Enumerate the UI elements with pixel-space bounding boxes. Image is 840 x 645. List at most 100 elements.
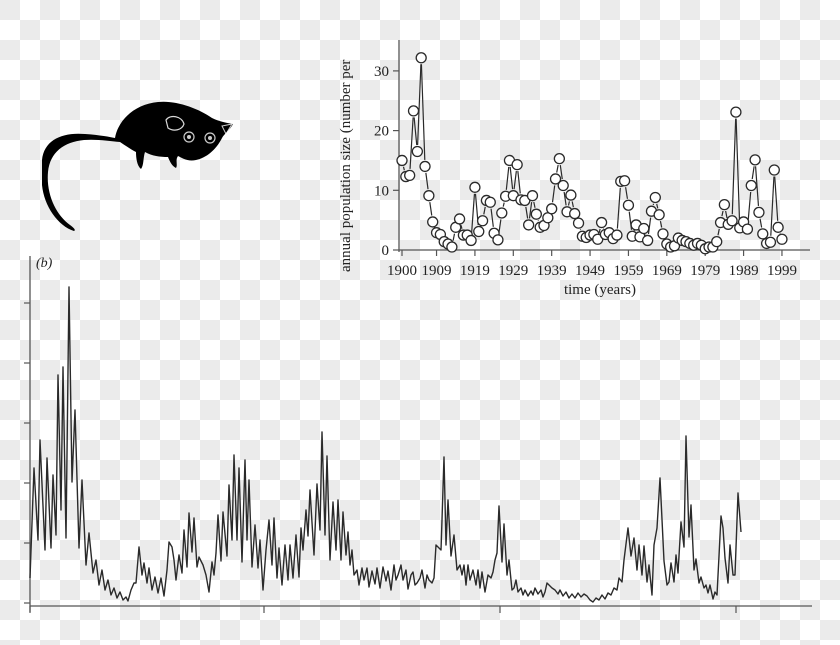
data-point-marker <box>465 234 477 247</box>
data-point-marker <box>572 217 585 229</box>
x-tick-label: 1969 <box>652 263 682 279</box>
panel-a-y-axis-label: annual population size (number per <box>338 60 354 272</box>
x-tick-label: 1939 <box>537 263 567 279</box>
series-segment <box>659 221 663 228</box>
rodent-silhouette-icon <box>42 101 234 232</box>
data-point-marker <box>427 216 439 228</box>
data-point-marker <box>565 189 577 201</box>
series-segment <box>490 208 494 227</box>
data-point-marker <box>764 236 777 248</box>
data-point-marker <box>753 206 765 219</box>
data-point-marker <box>469 181 481 193</box>
panel-b-series-line <box>29 286 742 603</box>
data-point-marker <box>453 213 466 225</box>
series-segment <box>483 206 486 215</box>
series-segment <box>420 64 426 160</box>
x-tick-label: 1900 <box>387 263 417 279</box>
series-segment <box>528 202 533 219</box>
data-point-marker <box>404 169 416 182</box>
x-tick-label: 1999 <box>767 263 797 279</box>
panel-a-x-axis-label: time (years) <box>564 282 636 298</box>
data-point-marker <box>396 154 408 167</box>
x-tick-label: 1989 <box>729 263 759 279</box>
data-point-marker <box>484 196 496 208</box>
data-point-marker <box>611 229 623 241</box>
data-point-marker <box>741 223 754 235</box>
series-segment <box>754 166 760 206</box>
data-point-marker <box>496 207 508 219</box>
x-tick-label: 1909 <box>422 263 452 279</box>
series-segment <box>735 118 741 222</box>
y-tick-label: 20 <box>374 124 389 140</box>
series-segment <box>717 228 720 236</box>
data-point-marker <box>407 105 420 117</box>
data-point-marker <box>649 191 661 204</box>
data-point-marker <box>622 199 635 211</box>
series-segment <box>513 171 517 190</box>
series-segment <box>747 191 752 223</box>
series-segment <box>533 201 536 208</box>
x-tick-label: 1959 <box>613 263 643 279</box>
data-point-marker <box>718 198 731 211</box>
data-point-marker <box>730 106 742 118</box>
series-segment <box>770 176 775 236</box>
data-point-marker <box>446 241 458 253</box>
y-tick-label: 0 <box>382 243 390 259</box>
data-point-marker <box>476 215 489 227</box>
series-segment <box>409 117 414 169</box>
series-segment <box>425 172 429 190</box>
x-tick-label: 1979 <box>690 263 720 279</box>
x-tick-label: 1929 <box>498 263 528 279</box>
series-segment <box>525 206 529 219</box>
series-segment <box>571 201 574 208</box>
data-point-marker <box>411 145 424 158</box>
data-point-marker <box>726 215 738 227</box>
panel-b-y-ticks <box>24 302 30 604</box>
panel-a-x-ticks: 1900 1909 1919 1929 1939 1949 1959 1969 1979 1989… <box>387 250 797 279</box>
series-segment <box>402 166 405 171</box>
panel-a-chart: 0 10 20 30 1900 1909 1919 1929 1939 1949 1959 1969… <box>338 40 810 298</box>
data-point-marker <box>776 233 788 245</box>
series-segment <box>647 217 652 235</box>
series-segment <box>417 64 422 146</box>
data-point-marker <box>749 154 761 166</box>
y-tick-label: 10 <box>374 183 389 199</box>
data-point-marker <box>711 235 723 248</box>
data-point-marker <box>757 228 769 240</box>
data-point-marker <box>557 179 569 192</box>
data-point-marker <box>772 221 784 233</box>
data-point-marker <box>638 222 650 235</box>
data-point-marker <box>423 190 435 202</box>
data-point-marker <box>523 219 535 231</box>
series-segment <box>452 233 456 241</box>
data-point-marker <box>569 207 581 220</box>
series-segment <box>751 166 755 180</box>
series-segment <box>625 187 629 199</box>
panel-b-x-ticks <box>29 606 737 613</box>
data-point-marker <box>511 158 523 171</box>
data-point-marker <box>526 190 539 202</box>
data-point-marker <box>641 234 654 247</box>
series-segment <box>559 165 563 180</box>
series-segment <box>721 210 724 217</box>
series-segment <box>616 187 621 229</box>
data-point-marker <box>546 203 558 215</box>
data-point-marker <box>549 173 562 185</box>
x-tick-label: 1919 <box>460 263 490 279</box>
data-point-marker <box>473 225 485 238</box>
series-segment <box>725 210 728 219</box>
series-segment <box>509 166 514 190</box>
data-point-marker <box>415 52 427 64</box>
series-segment <box>505 166 510 190</box>
series-segment <box>502 202 505 207</box>
series-segment <box>731 118 737 215</box>
data-point-marker <box>595 216 608 229</box>
panel-b-label: (b) <box>36 256 53 271</box>
panel-b-chart: (b) <box>24 256 812 613</box>
y-tick-label: 30 <box>374 64 389 80</box>
series-segment <box>567 201 571 206</box>
panel-a-series-markers <box>396 52 788 255</box>
data-point-marker <box>492 234 504 246</box>
series-segment <box>551 185 556 203</box>
